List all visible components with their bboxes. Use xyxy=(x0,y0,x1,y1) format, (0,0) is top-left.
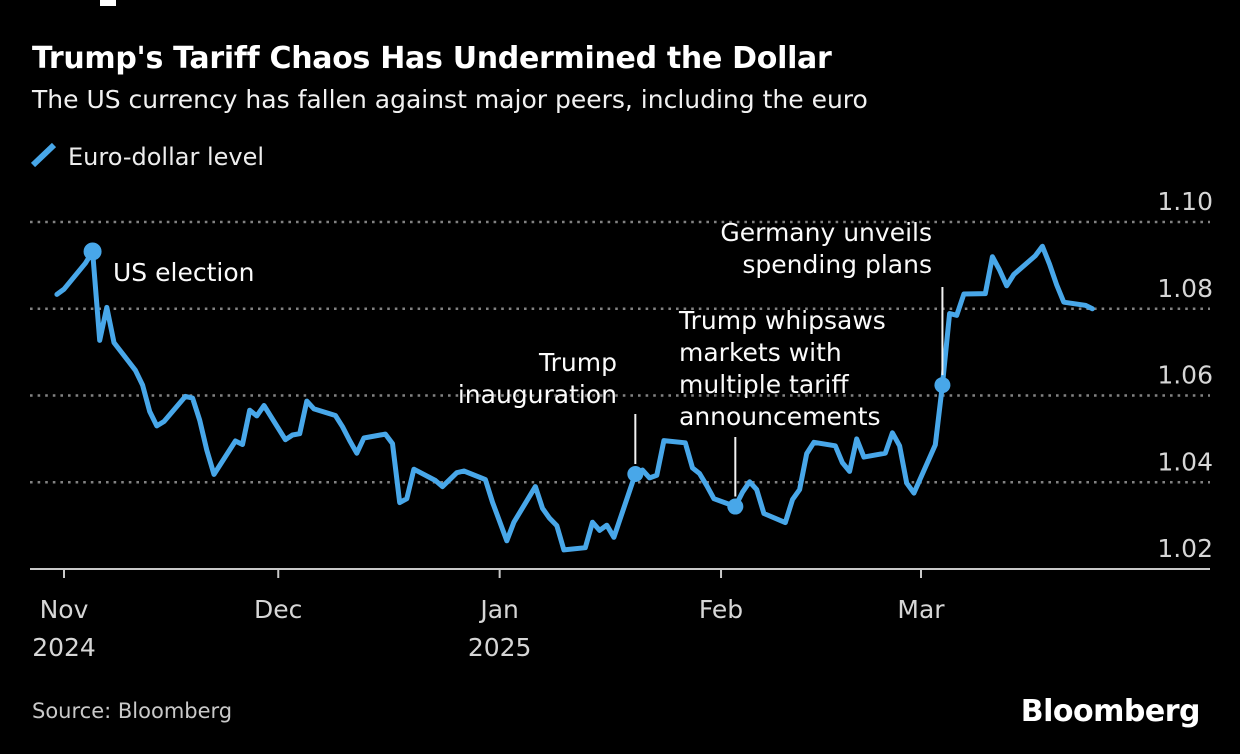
source-note: Source: Bloomberg xyxy=(32,699,233,723)
x-axis-label-Mar: Mar xyxy=(897,595,945,624)
annotation-dot-trump-inauguration xyxy=(627,466,644,483)
annotation-dot-us-election xyxy=(83,242,102,261)
x-axis-label-Dec: Dec xyxy=(254,595,302,624)
annotation-dot-germany-spending xyxy=(934,377,951,394)
top-edge-artifact xyxy=(100,0,116,6)
chart-subtitle: The US currency has fallen against major… xyxy=(32,85,868,114)
legend: Euro-dollar level xyxy=(30,141,264,173)
legend-label: Euro-dollar level xyxy=(68,143,265,171)
y-axis-label-1.02: 1.02 xyxy=(1157,534,1213,563)
bloomberg-logo: Bloomberg xyxy=(1020,694,1201,729)
y-axis-label-1.04: 1.04 xyxy=(1157,447,1213,476)
x-axis-year-2024: 2024 xyxy=(32,633,96,662)
x-axis-year-2025: 2025 xyxy=(468,633,532,662)
y-axis-label-1.08: 1.08 xyxy=(1157,274,1213,303)
line-series-icon xyxy=(30,141,58,173)
annotation-dot-trump-whipsaws xyxy=(727,498,744,515)
annotation-label-germany-spending: Germany unveils spending plans xyxy=(720,218,932,279)
annotation-label-us-election: US election xyxy=(113,258,254,287)
x-axis-label-Jan: Jan xyxy=(478,595,519,624)
eurusd-line xyxy=(54,243,1095,553)
chart-title: Trump's Tariff Chaos Has Undermined the … xyxy=(32,41,832,76)
x-axis-label-Feb: Feb xyxy=(699,595,743,624)
y-axis-label-1.10: 1.10 xyxy=(1157,187,1213,216)
annotation-label-trump-inauguration: Trump inauguration xyxy=(458,348,617,409)
x-axis-label-Nov: Nov xyxy=(40,595,89,624)
annotation-label-trump-whipsaws: Trump whipsaws markets with multiple tarif… xyxy=(678,306,886,431)
y-axis-label-1.06: 1.06 xyxy=(1157,361,1213,390)
